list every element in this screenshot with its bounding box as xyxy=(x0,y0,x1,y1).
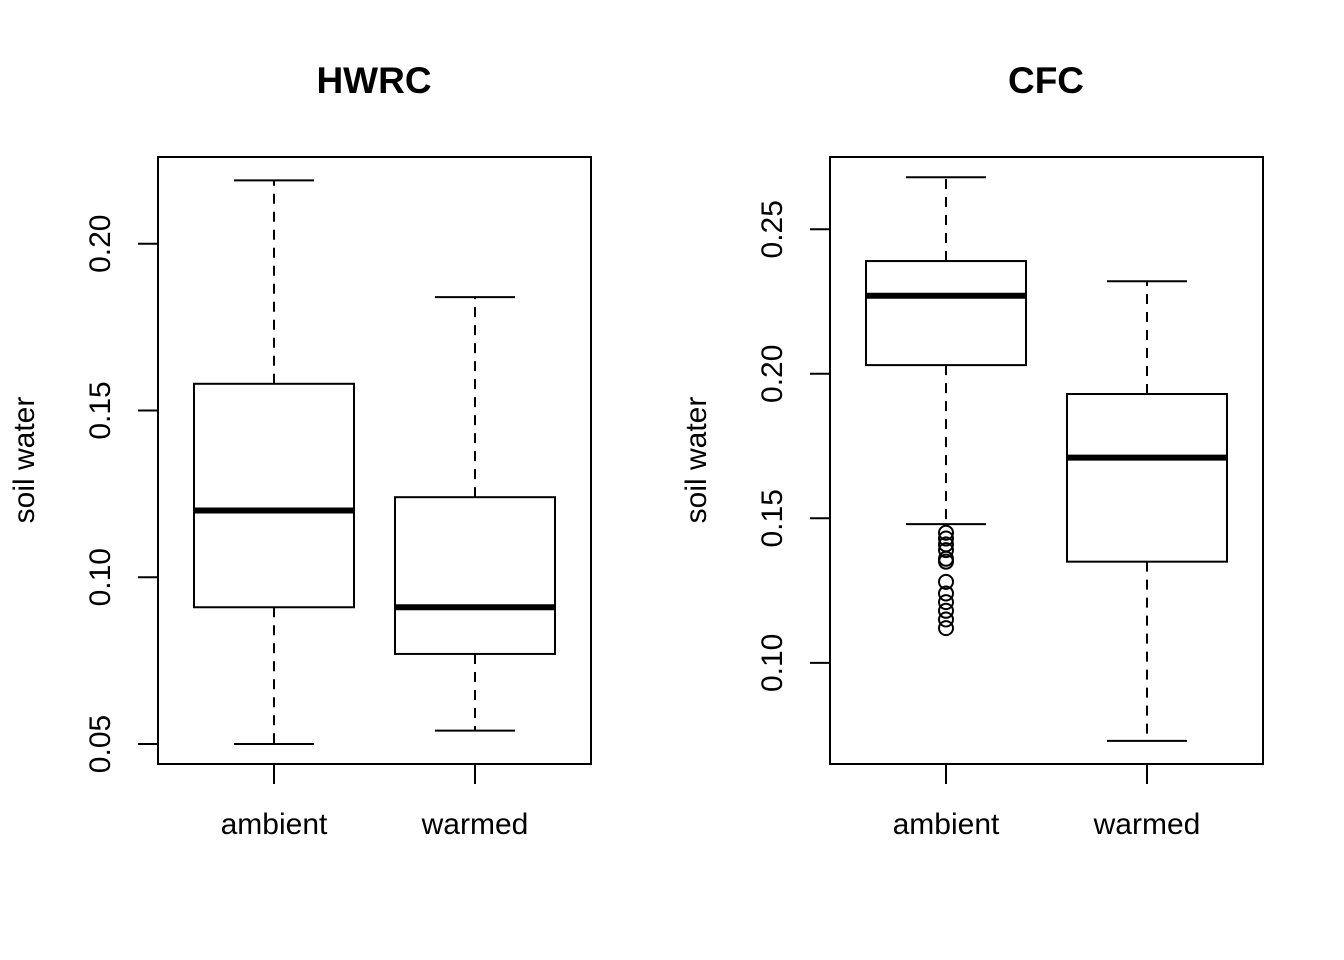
y-tick-label: 0.25 xyxy=(756,200,789,258)
outlier-point xyxy=(938,524,954,541)
plot-frame xyxy=(829,156,1264,765)
outlier-point xyxy=(938,553,954,570)
outlier-point xyxy=(938,585,954,602)
outlier-point xyxy=(938,542,954,559)
box-ambient xyxy=(193,179,355,745)
x-tick-label: ambient xyxy=(893,808,1000,841)
iqr-box xyxy=(394,496,556,655)
outlier-point xyxy=(938,594,954,611)
box-warmed xyxy=(1066,280,1228,742)
outlier-point xyxy=(938,620,954,637)
outlier-point xyxy=(938,602,954,619)
x-tick-label: warmed xyxy=(1093,808,1201,841)
chart-title: HWRC xyxy=(316,60,431,101)
x-tick-label: ambient xyxy=(221,808,328,841)
y-tick-label: 0.15 xyxy=(84,381,117,439)
y-tick-label: 0.15 xyxy=(756,489,789,547)
box-ambient xyxy=(865,176,1027,637)
panel-hwrc: HWRC 0.05 0.10 0.15 0.20 soil water ambient war… xyxy=(8,60,592,841)
y-axis-label: soil water xyxy=(8,397,41,524)
outlier-point xyxy=(938,573,954,590)
y-tick-label: 0.20 xyxy=(756,345,789,403)
y-tick-label: 0.10 xyxy=(756,634,789,692)
iqr-box xyxy=(1066,393,1228,563)
box-warmed xyxy=(394,296,556,732)
y-axis-label: soil water xyxy=(680,397,713,524)
y-tick-label: 0.20 xyxy=(84,215,117,273)
y-tick-label: 0.05 xyxy=(84,715,117,773)
iqr-box xyxy=(193,382,355,609)
chart-title: CFC xyxy=(1008,60,1084,101)
outlier-point xyxy=(938,611,954,628)
outlier-point xyxy=(938,530,954,547)
iqr-box xyxy=(865,260,1027,367)
y-tick-label: 0.10 xyxy=(84,548,117,606)
x-tick-label: warmed xyxy=(421,808,529,841)
plot-frame xyxy=(157,156,592,765)
panel-cfc: CFC 0.10 0.15 0.20 0.25 soil water ambient warm… xyxy=(680,60,1264,841)
